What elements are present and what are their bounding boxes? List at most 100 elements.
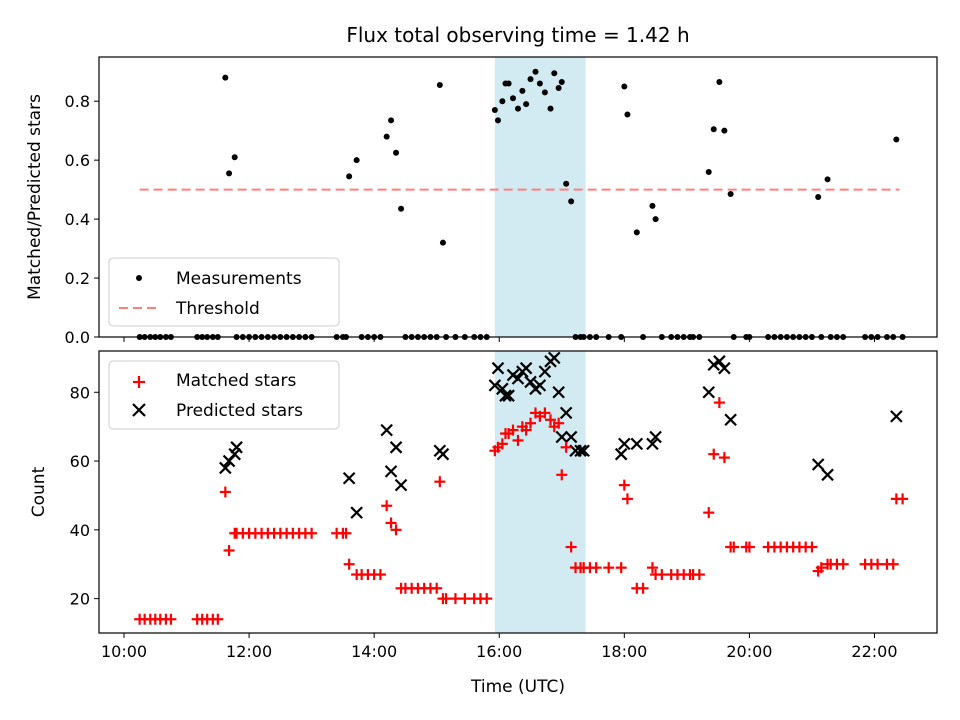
measurement-point [383,133,390,140]
matched-star-marker [165,613,177,625]
measurement-point [491,107,498,114]
measurement-point [633,229,640,236]
ratio-highlight-span [494,57,586,337]
ratio-plot-frame [98,56,938,338]
matched-star-marker [897,493,909,505]
measurement-point [710,126,717,133]
predicted-star-marker [559,406,573,420]
matched-star-marker [212,613,224,625]
matched-star-marker [646,562,658,574]
matched-star-markers [134,397,909,625]
matched-star-marker [565,541,577,553]
matched-star-marker [431,582,443,594]
measurement-point [705,168,712,175]
ratio-legend: Measurements Threshold [108,257,340,327]
predicted-star-marker [511,372,525,385]
predicted-star-marker [350,506,363,519]
x-tick-label: 14:00 [351,642,397,661]
predicted-star-marker [630,437,644,451]
measurement-point [815,194,822,200]
measurement-point [558,79,565,86]
matched-star-marker [743,541,755,553]
count-panel: 20 40 60 80 10:00 12:00 14:00 16:00 18:00 20:00 22… [29,350,938,697]
predicted-star-marker [811,458,825,471]
matched-star-marker [637,582,649,594]
measurement-point [624,111,631,118]
measurement-point [547,105,554,112]
predicted-star-marker [702,385,716,399]
measurement-point [721,127,728,134]
predicted-star-marker [718,361,731,375]
ratio-y-tick-label: 0.2 [65,269,90,288]
matched-star-marker [560,441,572,453]
matched-star-marker [545,414,557,426]
matched-star-marker [520,424,532,436]
measurement-point [436,82,443,88]
predicted-star-marker [577,444,590,458]
ratio-axis-ticks: 0.0 0.2 0.4 0.6 0.8 [65,92,875,347]
measurement-point [393,149,400,156]
measurement-points [136,68,906,340]
measurement-point [509,95,516,102]
matched-star-marker [440,593,452,605]
measurement-point [568,198,575,205]
predicted-star-marker [436,447,450,461]
count-y-tick-label: 80 [70,383,90,402]
count-legend-box [108,360,340,430]
predicted-star-marker [389,441,403,454]
matched-star-marker [887,558,899,570]
measurement-point [226,170,233,177]
x-tick-label: 20:00 [726,642,772,661]
predicted-star-marker [890,410,903,423]
legend-measurements-label: Measurements [176,269,302,289]
matched-star-marker [525,417,537,429]
measurement-point [536,80,543,87]
predicted-star-marker [649,430,662,444]
x-tick-label: 22:00 [851,642,897,661]
measurement-point [515,105,521,112]
measurement-point [563,180,570,187]
predicted-star-marker [524,375,537,389]
matched-star-marker [590,562,602,574]
measurement-point [532,68,539,75]
matched-star-marker [615,562,627,574]
predicted-star-marker [821,468,834,482]
predicted-star-marker [555,430,569,444]
matched-star-marker [512,434,524,446]
measurement-point [727,191,734,198]
x-tick-label: 12:00 [226,642,272,661]
predicted-star-marker [564,430,578,444]
matched-star-marker [449,593,461,605]
measurement-point [555,84,562,91]
measurement-point [439,239,446,246]
measurement-point [388,117,395,124]
predicted-star-marker [342,471,356,485]
measurement-point [621,83,628,90]
measurement-point [353,157,360,164]
measurement-point [649,202,656,209]
measurement-point [652,216,659,223]
x-tick-label: 16:00 [476,642,522,661]
count-plot-frame [98,350,938,634]
predicted-star-marker [552,385,565,399]
count-y-tick-label: 40 [70,521,90,540]
matched-star-marker [223,544,235,556]
measurement-point [398,205,405,212]
matched-star-marker [507,424,519,436]
predicted-star-marker [574,444,587,458]
matched-star-marker [340,527,352,539]
legend-threshold-label: Threshold [175,299,260,319]
matched-star-marker [374,569,386,581]
measurement-point [519,87,526,94]
measurement-point [551,70,558,77]
count-legend: Matched stars Predicted stars [108,360,340,430]
matched-star-marker [390,524,402,536]
matched-star-marker [381,500,393,512]
measurement-point [505,80,512,87]
predicted-star-marker [219,461,232,475]
measurement-point [231,154,238,161]
matched-star-marker [618,479,630,491]
count-y-tick-label: 60 [70,452,90,471]
predicted-star-marker [491,361,505,375]
measurement-point [541,89,548,96]
